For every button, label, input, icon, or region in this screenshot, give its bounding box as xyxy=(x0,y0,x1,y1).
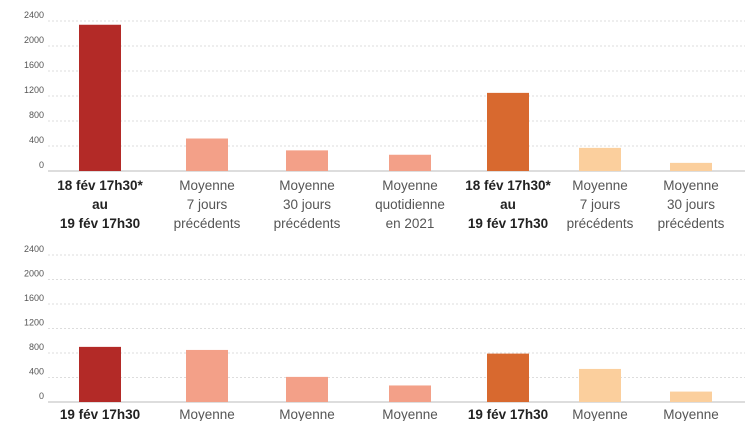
bar xyxy=(487,92,529,171)
bar xyxy=(389,385,431,402)
x-tick-label: Moyenne xyxy=(382,178,438,193)
x-tick-label: précédents xyxy=(274,216,341,231)
x-tick-label: Moyenne xyxy=(572,407,628,421)
y-tick-label: 1200 xyxy=(24,85,44,95)
x-tick-label: Moyenne xyxy=(279,178,335,193)
bar xyxy=(389,154,431,171)
x-tick-label: 18 fév 17h30* xyxy=(57,178,143,193)
y-tick-label: 1200 xyxy=(24,318,44,328)
bar xyxy=(79,24,121,171)
x-tick-label: Moyenne xyxy=(279,407,335,421)
y-tick-label: 800 xyxy=(29,342,44,352)
x-tick-label: en 2021 xyxy=(386,216,435,231)
y-tick-label: 2400 xyxy=(24,10,44,20)
y-tick-label: 0 xyxy=(39,391,44,401)
bar xyxy=(670,391,712,402)
x-tick-label: Moyenne xyxy=(663,407,719,421)
x-tick-label: 18 fév 17h30* xyxy=(465,178,551,193)
x-tick-label: 19 fév 17h30 xyxy=(468,216,548,231)
x-tick-label: précédents xyxy=(567,216,634,231)
bar xyxy=(186,138,228,171)
y-tick-label: 400 xyxy=(29,135,44,145)
x-tick-label: 19 fév 17h30 xyxy=(60,216,140,231)
x-tick-label: Moyenne xyxy=(382,407,438,421)
x-tick-label: 19 fév 17h30 xyxy=(468,407,548,421)
bar xyxy=(670,162,712,171)
bar xyxy=(579,147,621,171)
x-tick-label: Moyenne xyxy=(179,178,235,193)
x-tick-label: Moyenne xyxy=(572,178,628,193)
x-tick-label: 30 jours xyxy=(283,197,331,212)
bar xyxy=(286,150,328,171)
x-tick-label: Moyenne xyxy=(663,178,719,193)
bar xyxy=(79,346,121,402)
y-tick-label: 2400 xyxy=(24,244,44,254)
y-tick-label: 2000 xyxy=(24,269,44,279)
y-tick-label: 2000 xyxy=(24,35,44,45)
bar xyxy=(286,376,328,402)
x-tick-label: Moyenne xyxy=(179,407,235,421)
x-tick-label: précédents xyxy=(174,216,241,231)
y-tick-label: 400 xyxy=(29,367,44,377)
x-tick-label: au xyxy=(500,197,516,212)
x-tick-label: 7 jours xyxy=(187,197,228,212)
x-tick-label: précédents xyxy=(658,216,725,231)
bar xyxy=(579,368,621,402)
y-tick-label: 1600 xyxy=(24,293,44,303)
x-tick-label: au xyxy=(92,197,108,212)
y-tick-label: 0 xyxy=(39,160,44,170)
y-tick-label: 800 xyxy=(29,110,44,120)
y-tick-label: 1600 xyxy=(24,60,44,70)
x-tick-label: 7 jours xyxy=(580,197,621,212)
bar xyxy=(487,353,529,402)
x-tick-label: 19 fév 17h30 xyxy=(60,407,140,421)
x-tick-label: quotidienne xyxy=(375,197,445,212)
x-tick-label: 30 jours xyxy=(667,197,715,212)
bar xyxy=(186,349,228,402)
